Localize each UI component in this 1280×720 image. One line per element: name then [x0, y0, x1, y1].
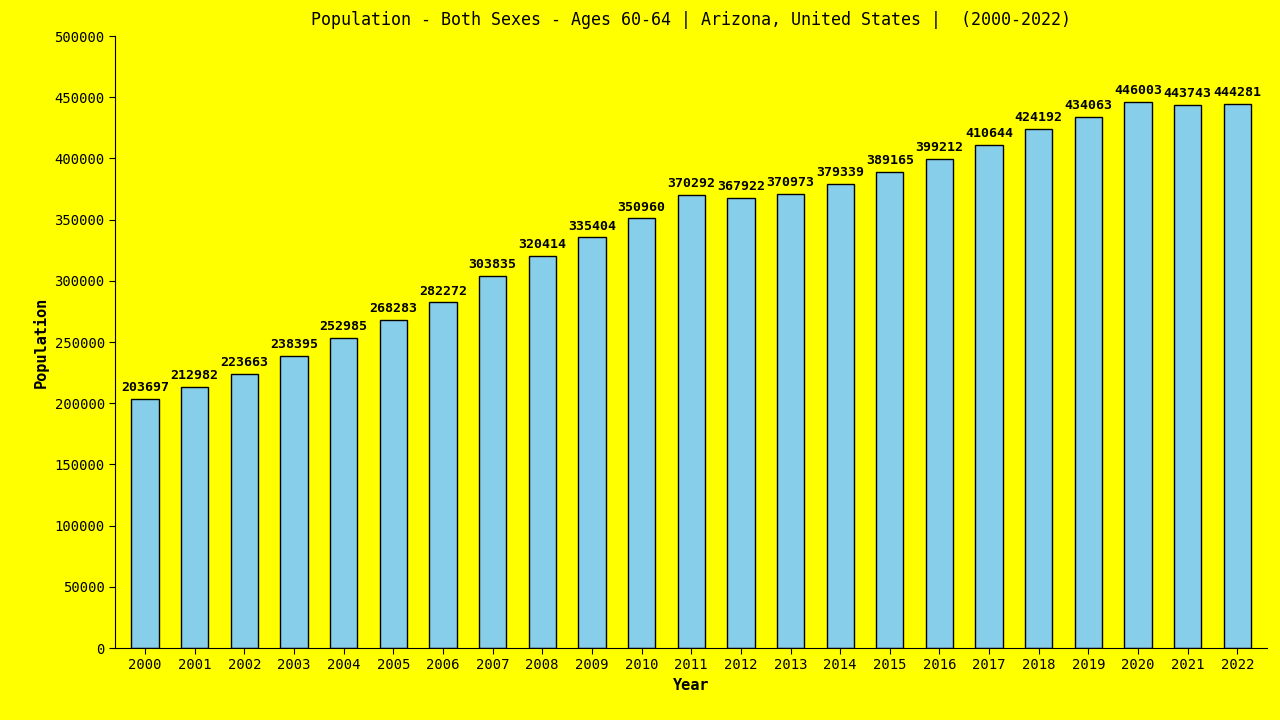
- Text: 370292: 370292: [667, 177, 716, 190]
- Text: 434063: 434063: [1065, 99, 1112, 112]
- Bar: [579, 238, 605, 648]
- Text: 252985: 252985: [320, 320, 367, 333]
- Bar: [280, 356, 307, 648]
- Text: 212982: 212982: [170, 369, 219, 382]
- Text: 203697: 203697: [122, 381, 169, 394]
- Title: Population - Both Sexes - Ages 60-64 | Arizona, United States |  (2000-2022): Population - Both Sexes - Ages 60-64 | A…: [311, 11, 1071, 29]
- Text: 424192: 424192: [1015, 111, 1062, 124]
- Text: 303835: 303835: [468, 258, 517, 271]
- Text: 223663: 223663: [220, 356, 269, 369]
- Bar: [877, 171, 904, 648]
- Bar: [429, 302, 457, 648]
- Text: 443743: 443743: [1164, 87, 1212, 100]
- Bar: [777, 194, 804, 648]
- Bar: [975, 145, 1002, 648]
- Text: 238395: 238395: [270, 338, 317, 351]
- Bar: [1075, 117, 1102, 648]
- Bar: [529, 256, 556, 648]
- Text: 282272: 282272: [419, 284, 467, 297]
- Bar: [677, 195, 705, 648]
- Bar: [1174, 105, 1202, 648]
- Text: 379339: 379339: [817, 166, 864, 179]
- Bar: [1224, 104, 1251, 648]
- Text: 268283: 268283: [369, 302, 417, 315]
- Text: 399212: 399212: [915, 141, 964, 155]
- Text: 389165: 389165: [865, 154, 914, 167]
- Text: 370973: 370973: [767, 176, 814, 189]
- Bar: [1025, 129, 1052, 648]
- Text: 335404: 335404: [568, 220, 616, 233]
- Bar: [330, 338, 357, 648]
- Text: 410644: 410644: [965, 127, 1014, 140]
- Bar: [230, 374, 259, 648]
- Bar: [180, 387, 209, 648]
- Bar: [380, 320, 407, 648]
- Bar: [925, 159, 954, 648]
- Text: 444281: 444281: [1213, 86, 1261, 99]
- Text: 320414: 320414: [518, 238, 566, 251]
- Text: 350960: 350960: [617, 201, 666, 214]
- Bar: [479, 276, 506, 648]
- Text: 367922: 367922: [717, 180, 765, 193]
- Bar: [132, 399, 159, 648]
- Bar: [827, 184, 854, 648]
- X-axis label: Year: Year: [673, 678, 709, 693]
- Y-axis label: Population: Population: [33, 297, 49, 387]
- Text: 446003: 446003: [1114, 84, 1162, 97]
- Bar: [628, 218, 655, 648]
- Bar: [1124, 102, 1152, 648]
- Bar: [727, 198, 754, 648]
